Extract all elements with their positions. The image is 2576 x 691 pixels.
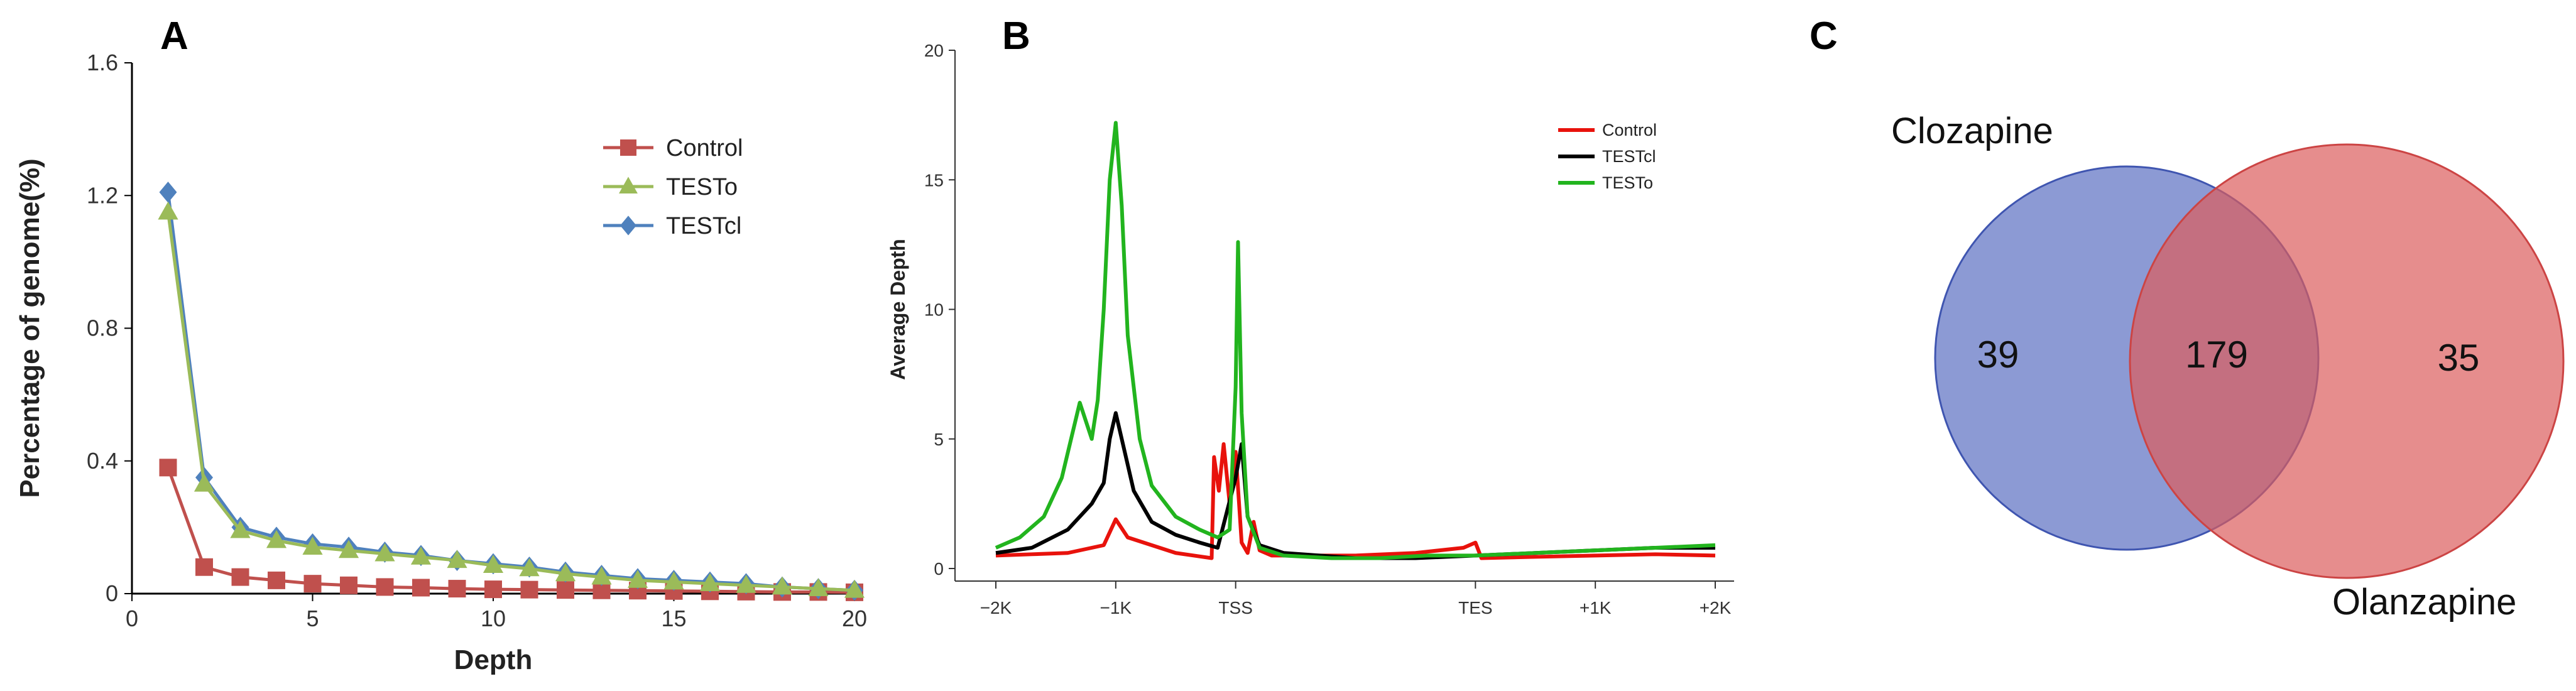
panel-b-line-testcl bbox=[995, 411, 1715, 560]
panel-a-point-testo bbox=[158, 201, 178, 220]
panel-letter-a: A bbox=[160, 14, 188, 58]
panel-a-x-tick-label: 15 bbox=[661, 606, 686, 631]
panel-a-point-control bbox=[412, 579, 430, 597]
panel-b-x-tick-label: −1K bbox=[1100, 598, 1132, 618]
panel-a-y-ticks: 0 0.4 0.8 1.2 1.6 bbox=[87, 50, 132, 606]
panel-a-x-tick-label: 0 bbox=[126, 606, 138, 631]
panel-b-chart: 0 5 10 15 20 −2K −1K TSS TES +1K +2K Average Dept… bbox=[887, 41, 1734, 618]
venn-count-clozapine-only: 39 bbox=[1977, 334, 2019, 376]
panel-a-point-testo bbox=[338, 540, 359, 558]
venn-circle-olanzapine bbox=[2129, 143, 2565, 579]
panel-letter-c: C bbox=[1809, 14, 1838, 58]
panel-letter-b: B bbox=[1002, 14, 1030, 58]
panel-a-point-testo bbox=[808, 578, 829, 596]
panel-a-y-tick-label: 0 bbox=[106, 580, 118, 606]
panel-a-point-testo bbox=[194, 473, 215, 492]
panel-a-point-testo bbox=[555, 563, 576, 582]
panel-b-y-axis-title: Average Depth bbox=[887, 239, 909, 380]
panel-a-point-control bbox=[195, 558, 213, 576]
panel-b-y-ticks: 0 5 10 15 20 bbox=[924, 41, 955, 579]
panel-b-axes bbox=[954, 50, 1734, 582]
venn-count-olanzapine-only: 35 bbox=[2438, 337, 2480, 379]
panel-a-point-testo bbox=[483, 555, 504, 574]
panel-b-legend: Control TESTcl TESTo bbox=[1558, 121, 1657, 192]
panel-b-y-tick-label: 0 bbox=[934, 559, 944, 579]
panel-a-point-control bbox=[448, 580, 466, 598]
panel-b-line-testo bbox=[995, 121, 1716, 560]
venn-label-olanzapine: Olanzapine bbox=[2332, 582, 2516, 623]
panel-a-chart: 0 0.4 0.8 1.2 1.6 0 5 10 15 20 Depth Percentage … bbox=[14, 50, 867, 675]
panel-b-x-tick-label: TSS bbox=[1218, 598, 1252, 618]
panel-a-point-testo bbox=[844, 579, 865, 598]
panel-b-legend-label: TESTo bbox=[1602, 173, 1653, 192]
panel-c-venn: Clozapine Olanzapine 39 179 35 bbox=[1891, 111, 2565, 623]
panel-a-legend-marker bbox=[620, 215, 636, 236]
panel-b-legend-label: Control bbox=[1602, 121, 1657, 139]
panel-a-legend-label: Control bbox=[666, 135, 743, 161]
panel-a-point-testo bbox=[266, 530, 287, 548]
panel-b-x-tick-label: −2K bbox=[980, 598, 1012, 618]
panel-a-point-testcl bbox=[159, 182, 177, 203]
panel-a-line-testcl bbox=[166, 192, 855, 592]
panel-a-point-control bbox=[520, 580, 538, 599]
panel-b-x-tick-label: TES bbox=[1458, 598, 1492, 618]
panel-a-point-testo bbox=[772, 576, 793, 595]
panel-a-point-testo bbox=[447, 550, 467, 569]
panel-b-series bbox=[995, 121, 1716, 560]
panel-a-point-control bbox=[303, 575, 322, 593]
panel-a-point-testo bbox=[699, 573, 721, 592]
panel-a-x-tick-label: 5 bbox=[306, 606, 319, 631]
panel-a-point-testo bbox=[302, 536, 323, 555]
panel-b-legend-label: TESTcl bbox=[1602, 147, 1656, 166]
panel-a-point-testo bbox=[410, 547, 432, 565]
panel-b-x-tick-label: +1K bbox=[1580, 598, 1612, 618]
panel-a-series-control bbox=[159, 459, 863, 601]
panel-a-y-tick-label: 1.2 bbox=[87, 182, 118, 208]
panel-b-x-tick-label: +2K bbox=[1700, 598, 1732, 618]
panel-a-point-control bbox=[159, 459, 177, 477]
panel-a-point-testo bbox=[591, 566, 612, 585]
panel-a-point-control bbox=[557, 581, 574, 599]
panel-b-line-control bbox=[995, 442, 1716, 560]
panel-a-series bbox=[158, 182, 865, 601]
panel-a-point-testo bbox=[627, 570, 648, 588]
panel-a-x-tick-label: 20 bbox=[842, 606, 867, 631]
panel-a-legend-label: TESTcl bbox=[666, 213, 741, 239]
panel-b-y-tick-label: 20 bbox=[924, 41, 944, 60]
panel-a-point-control bbox=[484, 580, 502, 599]
panel-a-legend-marker bbox=[619, 177, 638, 194]
panel-a-axes bbox=[131, 63, 854, 595]
panel-a-legend-marker bbox=[620, 139, 636, 156]
panel-a-legend: Control TESTo TESTcl bbox=[603, 135, 743, 239]
panel-a-legend-label: TESTo bbox=[666, 174, 738, 200]
panel-a-point-control bbox=[268, 571, 285, 589]
panel-a-point-control bbox=[340, 576, 357, 594]
panel-a-y-tick-label: 0.8 bbox=[87, 315, 118, 341]
panel-a-series-testo bbox=[158, 201, 865, 598]
panel-a-point-control bbox=[376, 578, 394, 596]
venn-count-overlap: 179 bbox=[2185, 334, 2248, 376]
panel-a-point-testo bbox=[663, 571, 684, 590]
panel-a-point-testo bbox=[230, 520, 251, 538]
panel-b-y-tick-label: 10 bbox=[924, 300, 944, 320]
panel-a-y-tick-label: 1.6 bbox=[87, 50, 118, 75]
panel-b-x-ticks: −2K −1K TSS TES +1K +2K bbox=[980, 581, 1732, 618]
panel-a-point-testo bbox=[736, 574, 756, 593]
panel-a-point-testo bbox=[374, 543, 395, 562]
panel-a-x-axis-title: Depth bbox=[454, 645, 533, 675]
panel-a-y-axis-title: Percentage of genome(%) bbox=[14, 158, 45, 498]
panel-a-point-control bbox=[231, 568, 249, 586]
panel-b-y-tick-label: 5 bbox=[934, 430, 944, 449]
panel-a-point-testo bbox=[519, 558, 540, 577]
panel-b-y-tick-label: 15 bbox=[924, 170, 944, 190]
panel-a-x-ticks: 0 5 10 15 20 bbox=[126, 594, 867, 631]
venn-label-clozapine: Clozapine bbox=[1891, 111, 2053, 151]
panel-a-y-tick-label: 0.4 bbox=[87, 448, 118, 474]
panel-a-x-tick-label: 10 bbox=[481, 606, 506, 631]
